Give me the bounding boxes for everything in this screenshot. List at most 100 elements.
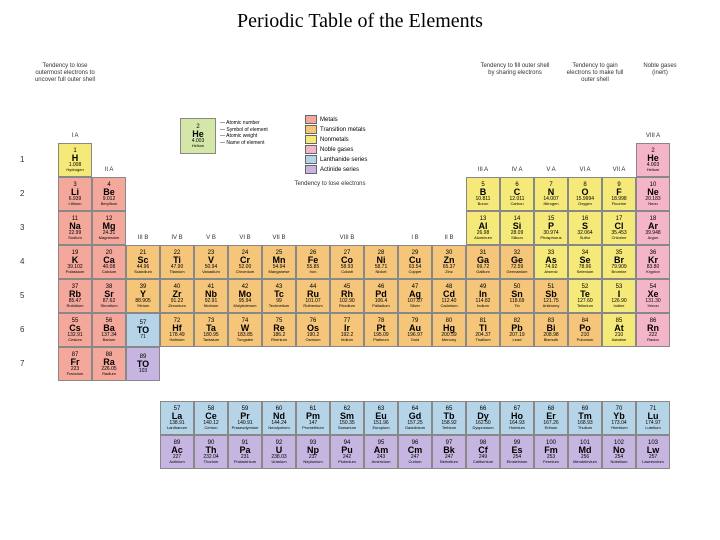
element-cell: 72Hf178.49Hafnium (160, 313, 194, 347)
element-name: Potassium (66, 270, 85, 274)
element-cell: 4Be9.012Beryllium (92, 177, 126, 211)
group-label: I B (398, 235, 432, 241)
element-name: Lutetium (645, 426, 660, 430)
element-cell: 35Br79.909Bromine (602, 245, 636, 279)
element-name: Iodine (614, 304, 625, 308)
element-name: Zirconium (168, 304, 186, 308)
element-cell: 23V50.94Vanadium (194, 245, 228, 279)
annotation: Noble gases (inert) (640, 63, 680, 77)
element-cell: 61Pm147Promethium (296, 401, 330, 435)
element-name: Lanthanum (167, 426, 187, 430)
legend-label: Lanthanide series (320, 157, 367, 163)
element-name: Helium (647, 168, 659, 172)
element-name: Neptunium (303, 460, 322, 464)
element-cell: 97Bk247Berkelium (432, 435, 466, 469)
atomic-weight: 103 (139, 369, 147, 374)
element-cell: 27Co58.93Cobalt (330, 245, 364, 279)
element-cell: 9F18.998Fluorine (602, 177, 636, 211)
element-name: Gadolinium (405, 426, 425, 430)
element-name: Rhodium (339, 304, 355, 308)
period-label: 7 (20, 359, 24, 368)
element-name: Palladium (372, 304, 390, 308)
element-cell: 14Si28.09Silicon (500, 211, 534, 245)
element-cell: 31Ga69.72Gallium (466, 245, 500, 279)
element-cell: 1H1.008Hydrogen (58, 143, 92, 177)
element-name: Curium (409, 460, 422, 464)
element-cell: 77Ir192.2Iridium (330, 313, 364, 347)
element-cell: 88Ra226.05Radium (92, 347, 126, 381)
annotation: Tendency to lose outermost electrons to … (30, 63, 100, 85)
element-name: Vanadium (202, 270, 220, 274)
element-name: Radium (102, 372, 116, 376)
group-label: VII B (262, 235, 296, 241)
element-cell: 45Rh102.90Rhodium (330, 279, 364, 313)
element-name: Radon (647, 338, 659, 342)
element-name: Iron (310, 270, 317, 274)
element-name: Titanium (169, 270, 184, 274)
element-name: Platinum (373, 338, 389, 342)
element-name: Tellurium (577, 304, 593, 308)
legend-swatch (305, 135, 317, 144)
element-cell: 41Nb92.91Niobium (194, 279, 228, 313)
element-name: Lawrencium (642, 460, 664, 464)
element-cell: 12Mg24.31Magnesium (92, 211, 126, 245)
element-name: Nitrogen (543, 202, 558, 206)
element-name: Indium (477, 304, 489, 308)
legend-swatch (305, 155, 317, 164)
element-cell: 82Pb207.19Lead (500, 313, 534, 347)
legend: MetalsTransition metalsNonmetalsNoble ga… (305, 115, 367, 175)
group-label: III A (466, 167, 500, 173)
element-name: Uranium (271, 460, 286, 464)
element-name: Hafnium (170, 338, 185, 342)
element-name: Erbium (545, 426, 558, 430)
legend-swatch (305, 165, 317, 174)
element-name: Californium (473, 460, 493, 464)
element-name: Tantalum (203, 338, 219, 342)
element-cell: 75Re186.2Rhenium (262, 313, 296, 347)
element-name: Arsenic (544, 270, 557, 274)
element-cell: 16S32.064Sulfur (568, 211, 602, 245)
element-name: Neon (648, 202, 658, 206)
element-name: Protactinium (234, 460, 256, 464)
element-name: Sodium (68, 236, 82, 240)
element-cell: 21Sc44.96Scandium (126, 245, 160, 279)
element-cell: 50Sn118.69Tin (500, 279, 534, 313)
legend-label: Metals (320, 117, 338, 123)
element-cell: 53I126.90Iodine (602, 279, 636, 313)
element-name: Polonium (577, 338, 594, 342)
element-name: Beryllium (101, 202, 117, 206)
element-cell: 69Tm168.93Thulium (568, 401, 602, 435)
group-label: IV A (500, 167, 534, 173)
element-cell: 91Pa231Protactinium (228, 435, 262, 469)
element-cell: 68Er167.26Erbium (534, 401, 568, 435)
element-cell: 79Au196.97Gold (398, 313, 432, 347)
legend-label: Nonmetals (320, 137, 349, 143)
element-cell: 56Ba137.34Barium (92, 313, 126, 347)
element-cell: 48Cd112.40Cadmium (432, 279, 466, 313)
element-cell: 57TO71 (126, 313, 160, 347)
element-name: Osmium (306, 338, 321, 342)
atomic-weight: 71 (140, 335, 146, 340)
element-name: Gold (411, 338, 419, 342)
element-cell: 22Ti47.90Titanium (160, 245, 194, 279)
period-label: 3 (20, 223, 24, 232)
group-label: V B (194, 235, 228, 241)
element-cell: 52Te127.60Tellurium (568, 279, 602, 313)
legend-item: Metals (305, 115, 367, 124)
legend-item: Actinide series (305, 165, 367, 174)
element-name: Antimony (543, 304, 560, 308)
key-example: 2He4.003Helium (180, 118, 216, 154)
element-name: Thallium (475, 338, 490, 342)
element-cell: 29Cu63.54Copper (398, 245, 432, 279)
element-cell: 59Pr140.91Praseodymium (228, 401, 262, 435)
element-cell: 55Cs132.91Cesium (58, 313, 92, 347)
element-name: Niobium (204, 304, 219, 308)
element-name: Carbon (510, 202, 523, 206)
element-name: Selenium (577, 270, 594, 274)
element-cell: 38Sr87.62Strontium (92, 279, 126, 313)
element-cell: 17Cl35.453Chlorine (602, 211, 636, 245)
element-cell: 102No254Nobelium (602, 435, 636, 469)
element-name: Fermium (543, 460, 559, 464)
legend-swatch (305, 145, 317, 154)
element-name: Cadmium (440, 304, 457, 308)
